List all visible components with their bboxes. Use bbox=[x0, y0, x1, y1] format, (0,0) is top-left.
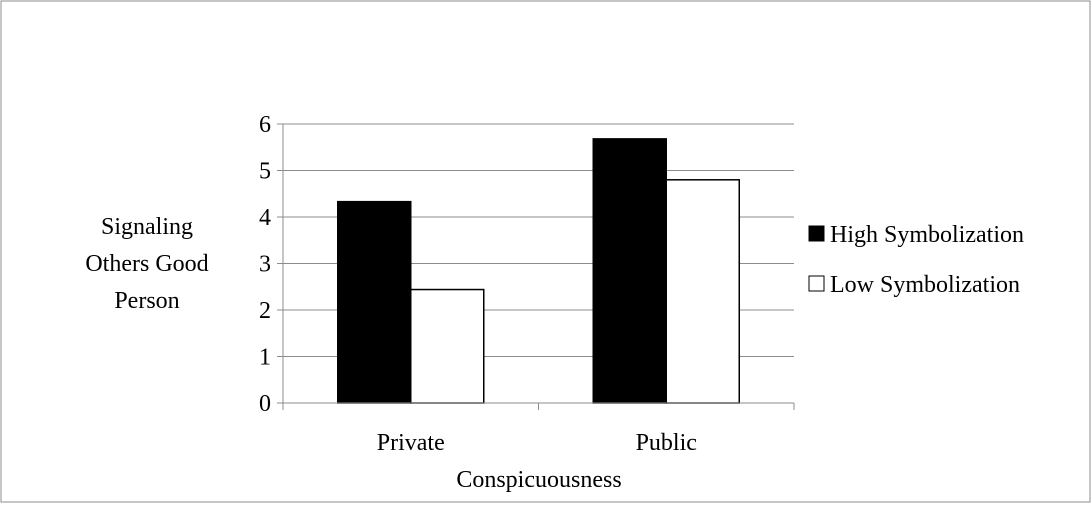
axes bbox=[277, 123, 795, 410]
legend: High Symbolization Low Symbolization bbox=[808, 222, 1024, 298]
y-tick-label: 6 bbox=[259, 112, 271, 138]
legend-label-low-symbolization: Low Symbolization bbox=[830, 272, 1020, 298]
y-tick-labels: 0 1 2 3 4 5 6 bbox=[259, 112, 271, 417]
y-tick-label: 0 bbox=[259, 391, 271, 417]
bar-public-high-symbolization bbox=[592, 138, 667, 404]
y-tick-label: 2 bbox=[259, 298, 271, 324]
x-axis-label: Conspicuousness bbox=[456, 467, 621, 493]
y-axis-label-line-1: Signaling bbox=[101, 214, 193, 240]
bar-public-low-symbolization bbox=[665, 179, 740, 404]
y-axis-label-line-2: Others Good bbox=[85, 251, 208, 277]
y-tick-label: 4 bbox=[259, 205, 271, 231]
bars bbox=[337, 138, 740, 404]
legend-label-high-symbolization: High Symbolization bbox=[830, 222, 1024, 248]
bar-private-high-symbolization bbox=[337, 200, 412, 404]
x-tick-label: Private bbox=[377, 430, 445, 456]
legend-swatch-high-symbolization bbox=[808, 225, 825, 242]
y-tick-label: 5 bbox=[259, 159, 271, 185]
x-tick-labels: Private Public bbox=[377, 430, 697, 456]
y-axis-label-line-3: Person bbox=[114, 288, 179, 314]
bar-private-low-symbolization bbox=[410, 288, 485, 404]
y-tick-label: 3 bbox=[259, 252, 271, 278]
x-tick-label: Public bbox=[636, 430, 697, 456]
legend-swatch-low-symbolization bbox=[808, 275, 825, 292]
y-tick-label: 1 bbox=[259, 345, 271, 371]
